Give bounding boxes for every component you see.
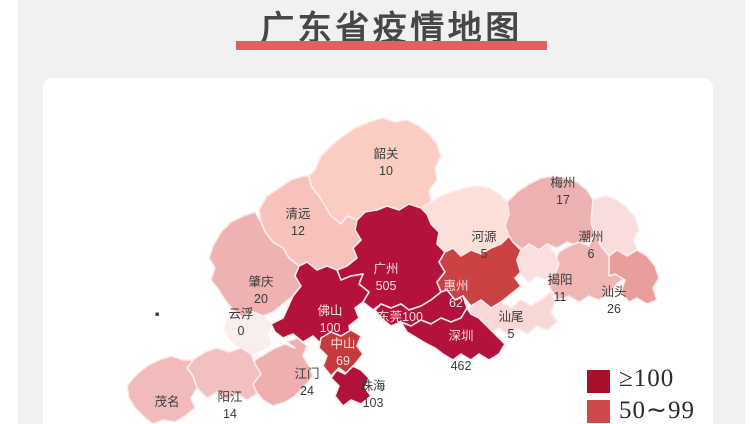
svg-text:20: 20 (254, 292, 268, 306)
svg-text:茂名: 茂名 (154, 394, 179, 409)
svg-text:505: 505 (376, 279, 397, 293)
svg-text:阳江: 阳江 (217, 390, 242, 404)
svg-text:云浮: 云浮 (228, 307, 253, 321)
svg-text:11: 11 (554, 290, 567, 304)
svg-text:462: 462 (451, 359, 472, 373)
svg-text:5: 5 (481, 247, 488, 261)
svg-text:0: 0 (238, 324, 245, 338)
svg-text:17: 17 (556, 193, 570, 207)
svg-text:清远: 清远 (285, 207, 311, 221)
svg-text:佛山: 佛山 (317, 304, 342, 318)
svg-text:河源: 河源 (471, 230, 497, 244)
svg-text:26: 26 (607, 302, 621, 316)
svg-text:珠海: 珠海 (360, 378, 386, 393)
svg-text:深圳: 深圳 (448, 329, 473, 343)
svg-text:东莞100: 东莞100 (377, 310, 423, 324)
svg-text:62: 62 (449, 296, 463, 310)
svg-text:100: 100 (320, 321, 341, 335)
svg-text:14: 14 (223, 407, 237, 421)
svg-text:5: 5 (508, 327, 515, 341)
svg-text:103: 103 (363, 396, 384, 410)
svg-text:韶关: 韶关 (373, 146, 398, 161)
svg-text:揭阳: 揭阳 (547, 272, 572, 287)
svg-text:广州: 广州 (373, 262, 398, 276)
svg-text:69: 69 (336, 354, 350, 368)
svg-text:汕头: 汕头 (601, 285, 626, 299)
svg-text:12: 12 (291, 224, 305, 238)
svg-text:江门: 江门 (294, 366, 319, 381)
svg-text:潮州: 潮州 (578, 229, 603, 244)
svg-text:汕尾: 汕尾 (498, 310, 523, 324)
svg-text:中山: 中山 (330, 336, 355, 351)
svg-text:10: 10 (379, 164, 393, 178)
svg-text:肇庆: 肇庆 (248, 274, 274, 289)
svg-text:梅州: 梅州 (550, 175, 575, 190)
svg-text:6: 6 (588, 247, 595, 261)
svg-text:惠州: 惠州 (443, 279, 468, 293)
svg-text:24: 24 (300, 384, 314, 398)
